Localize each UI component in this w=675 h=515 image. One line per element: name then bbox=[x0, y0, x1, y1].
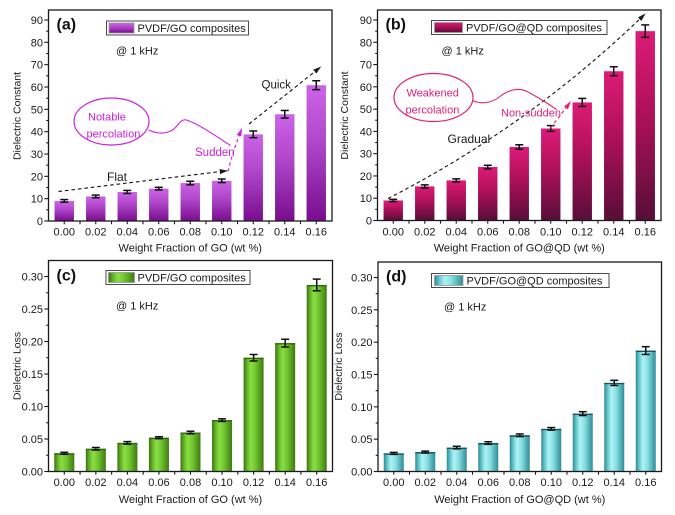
svg-text:60: 60 bbox=[31, 82, 43, 94]
svg-text:0.06: 0.06 bbox=[148, 477, 169, 489]
svg-text:Weight Fraction of GO@QD (wt %: Weight Fraction of GO@QD (wt %) bbox=[434, 243, 605, 255]
svg-text:Sudden: Sudden bbox=[195, 147, 235, 159]
svg-text:50: 50 bbox=[360, 104, 372, 116]
svg-text:0.05: 0.05 bbox=[351, 434, 372, 446]
svg-text:0.16: 0.16 bbox=[635, 477, 656, 489]
svg-text:(b): (b) bbox=[386, 17, 406, 34]
svg-text:@ 1 kHz: @ 1 kHz bbox=[444, 302, 486, 314]
svg-text:0.12: 0.12 bbox=[243, 227, 264, 239]
svg-text:20: 20 bbox=[31, 171, 43, 183]
svg-text:0.02: 0.02 bbox=[85, 227, 106, 239]
svg-text:(a): (a) bbox=[57, 17, 77, 34]
svg-text:PVDF/GO composites: PVDF/GO composites bbox=[138, 273, 247, 285]
svg-text:0.00: 0.00 bbox=[383, 227, 404, 239]
svg-text:0.04: 0.04 bbox=[446, 227, 467, 239]
svg-text:0.14: 0.14 bbox=[274, 477, 295, 489]
svg-text:0.10: 0.10 bbox=[22, 402, 43, 414]
svg-text:0.02: 0.02 bbox=[415, 477, 436, 489]
svg-text:60: 60 bbox=[360, 82, 372, 94]
svg-text:40: 40 bbox=[31, 127, 43, 139]
svg-text:Dielectric Constant: Dielectric Constant bbox=[339, 71, 351, 159]
svg-text:0.04: 0.04 bbox=[446, 477, 467, 489]
svg-text:Dielectric Loss: Dielectric Loss bbox=[333, 332, 345, 400]
svg-text:Dielectric Constant: Dielectric Constant bbox=[12, 72, 24, 160]
svg-text:0.20: 0.20 bbox=[22, 337, 43, 349]
svg-text:0.08: 0.08 bbox=[509, 477, 530, 489]
svg-text:90: 90 bbox=[360, 15, 372, 27]
svg-text:40: 40 bbox=[360, 126, 372, 138]
svg-text:80: 80 bbox=[31, 37, 43, 49]
svg-text:0.14: 0.14 bbox=[274, 227, 295, 239]
svg-text:0.16: 0.16 bbox=[306, 477, 327, 489]
svg-text:0.02: 0.02 bbox=[85, 477, 106, 489]
svg-text:0.25: 0.25 bbox=[351, 305, 372, 317]
svg-text:0.10: 0.10 bbox=[211, 227, 232, 239]
svg-text:0.08: 0.08 bbox=[180, 227, 201, 239]
svg-text:(d): (d) bbox=[386, 269, 406, 286]
svg-text:0.20: 0.20 bbox=[351, 337, 372, 349]
svg-text:0.00: 0.00 bbox=[351, 467, 372, 479]
svg-text:0.00: 0.00 bbox=[22, 467, 43, 479]
svg-text:0.10: 0.10 bbox=[540, 227, 561, 239]
svg-text:PVDF/GO@QD composites: PVDF/GO@QD composites bbox=[466, 23, 602, 35]
svg-text:0.25: 0.25 bbox=[22, 304, 43, 316]
svg-text:0.15: 0.15 bbox=[22, 369, 43, 381]
svg-text:0.15: 0.15 bbox=[351, 370, 372, 382]
svg-text:0.04: 0.04 bbox=[117, 477, 138, 489]
svg-text:0.05: 0.05 bbox=[22, 434, 43, 446]
svg-text:0.00: 0.00 bbox=[54, 227, 75, 239]
svg-text:0: 0 bbox=[366, 216, 372, 228]
svg-text:10: 10 bbox=[31, 194, 43, 206]
svg-text:percolation: percolation bbox=[87, 129, 141, 141]
svg-text:0: 0 bbox=[37, 216, 43, 228]
svg-text:Weight Fraction of GO (wt %): Weight Fraction of GO (wt %) bbox=[119, 494, 262, 506]
svg-text:10: 10 bbox=[360, 193, 372, 205]
svg-text:0.10: 0.10 bbox=[351, 402, 372, 414]
svg-text:0.02: 0.02 bbox=[414, 227, 435, 239]
svg-text:PVDF/GO composites: PVDF/GO composites bbox=[138, 23, 247, 35]
svg-text:30: 30 bbox=[31, 149, 43, 161]
svg-text:Weight Fraction of GO (wt %): Weight Fraction of GO (wt %) bbox=[119, 243, 262, 255]
svg-text:0.12: 0.12 bbox=[572, 477, 593, 489]
svg-text:0.30: 0.30 bbox=[22, 272, 43, 284]
svg-text:PVDF/GO@QD composites: PVDF/GO@QD composites bbox=[467, 276, 603, 288]
svg-text:percolation: percolation bbox=[406, 105, 460, 117]
svg-text:0.00: 0.00 bbox=[383, 477, 404, 489]
svg-text:0.06: 0.06 bbox=[477, 227, 498, 239]
svg-text:Weight Fraction of GO@QD (wt %: Weight Fraction of GO@QD (wt %) bbox=[434, 494, 605, 506]
svg-text:90: 90 bbox=[31, 15, 43, 27]
svg-text:0.14: 0.14 bbox=[604, 477, 625, 489]
svg-text:0.10: 0.10 bbox=[541, 477, 562, 489]
svg-text:Quick: Quick bbox=[262, 80, 292, 92]
svg-text:Gradual: Gradual bbox=[448, 132, 491, 146]
svg-text:0.12: 0.12 bbox=[572, 227, 593, 239]
svg-text:0.16: 0.16 bbox=[306, 227, 327, 239]
svg-text:Flat: Flat bbox=[107, 170, 128, 184]
svg-text:0.10: 0.10 bbox=[211, 477, 232, 489]
svg-text:0.08: 0.08 bbox=[180, 477, 201, 489]
svg-text:@ 1 kHz: @ 1 kHz bbox=[116, 46, 158, 58]
svg-text:50: 50 bbox=[31, 104, 43, 116]
svg-text:0.00: 0.00 bbox=[54, 477, 75, 489]
svg-text:@ 1 kHz: @ 1 kHz bbox=[442, 46, 484, 58]
svg-text:Non-sudden: Non-sudden bbox=[501, 108, 561, 120]
svg-text:70: 70 bbox=[31, 60, 43, 72]
svg-text:0.06: 0.06 bbox=[148, 227, 169, 239]
svg-text:30: 30 bbox=[360, 149, 372, 161]
svg-text:Dielectric Loss: Dielectric Loss bbox=[12, 332, 24, 400]
svg-text:0.14: 0.14 bbox=[603, 227, 624, 239]
svg-text:70: 70 bbox=[360, 60, 372, 72]
svg-text:20: 20 bbox=[360, 171, 372, 183]
svg-text:Notable: Notable bbox=[88, 112, 126, 124]
svg-text:0.08: 0.08 bbox=[509, 227, 530, 239]
svg-text:0.12: 0.12 bbox=[243, 477, 264, 489]
svg-text:0.16: 0.16 bbox=[635, 227, 656, 239]
svg-text:0.06: 0.06 bbox=[478, 477, 499, 489]
svg-text:(c): (c) bbox=[57, 268, 77, 285]
svg-text:Weakened: Weakened bbox=[407, 88, 459, 100]
svg-text:0.04: 0.04 bbox=[117, 227, 138, 239]
svg-text:80: 80 bbox=[360, 37, 372, 49]
svg-text:@ 1 kHz: @ 1 kHz bbox=[116, 301, 158, 313]
svg-text:0.30: 0.30 bbox=[351, 273, 372, 285]
